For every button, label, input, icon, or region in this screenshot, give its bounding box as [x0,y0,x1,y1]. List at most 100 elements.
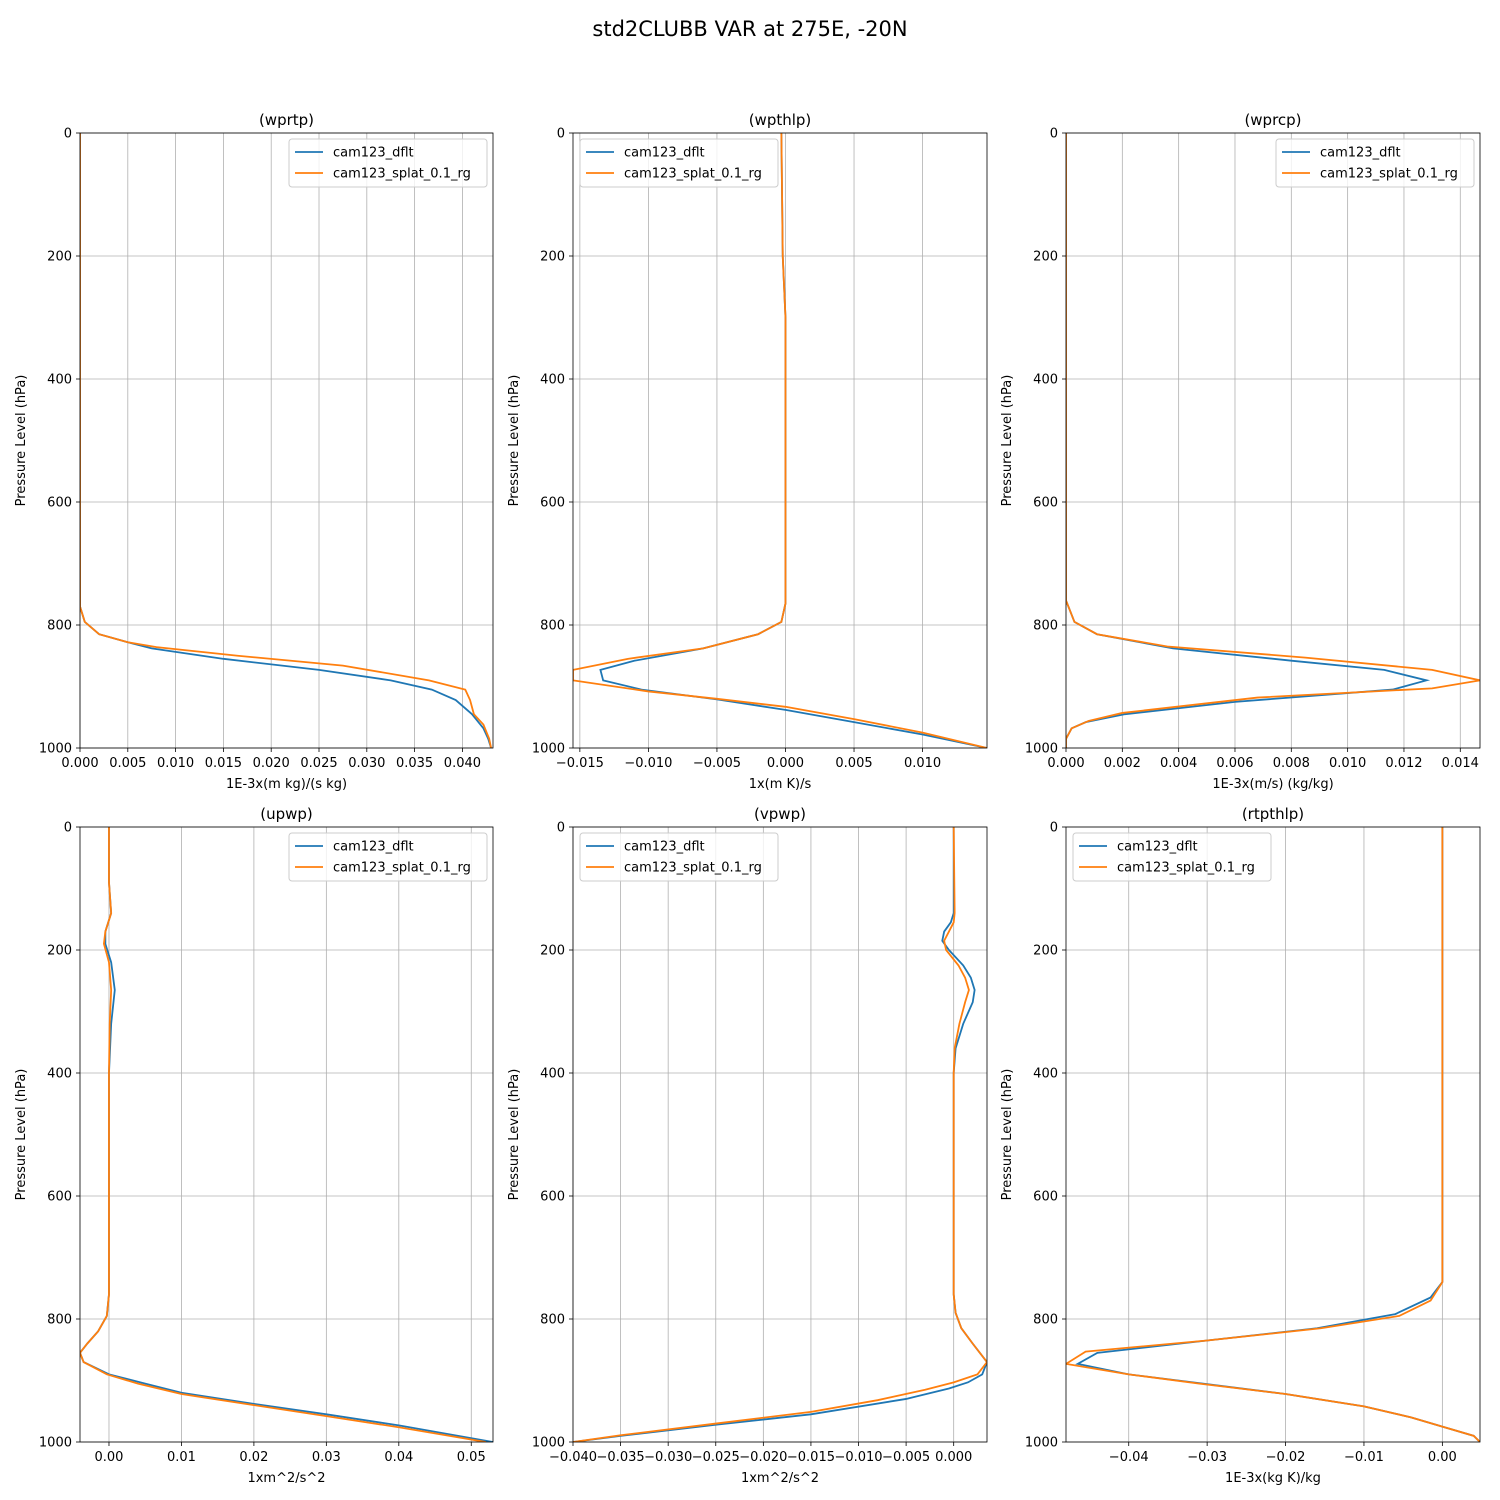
y-tick-label: 200 [1033,944,1058,959]
legend: cam123_dflt cam123_splat_0.1_rg [1072,832,1272,882]
y-axis-label: Pressure Level (hPa) [507,1069,522,1201]
legend-label: cam123_splat_0.1_rg [333,167,471,182]
plot-frame [1065,826,1481,1443]
x-tick-label: 0.004 [1160,756,1197,771]
legend-frame [288,138,488,188]
y-tick-label: 400 [1033,373,1058,388]
y-tick-label: 200 [47,250,72,265]
y-tick-label: 600 [1033,496,1058,511]
x-tick-label: −0.035 [597,1450,645,1465]
x-axis-label: 1xm^2/s^2 [247,1471,325,1486]
x-tick-label: −0.020 [739,1450,787,1465]
y-axis-label: Pressure Level (hPa) [1000,1069,1015,1201]
x-tick-label: 0.00 [1428,1450,1457,1465]
series-line-splat [1066,133,1480,748]
y-tick-label: 800 [47,1313,72,1328]
series-line-splat [80,827,486,1442]
y-axis-label: Pressure Level (hPa) [507,375,522,507]
y-tick-label: 200 [540,944,565,959]
legend: cam123_dflt cam123_splat_0.1_rg [1275,138,1475,188]
series-line-splat [573,133,987,748]
legend-frame [579,832,779,882]
subplot-5: −0.040 −0.035 −0.030 −0.025 −0.020 −0.015 −0.0… [507,805,988,1486]
y-tick-label: 1000 [39,1436,72,1451]
x-tick-label: −0.010 [834,1450,882,1465]
subplot-3: 0.000 0.002 0.004 0.006 0.008 0.010 0.012 0.014… [1000,111,1481,792]
x-tick-label: 0.010 [157,756,194,771]
x-tick-label: 0.006 [1216,756,1253,771]
x-tick-label: 0.02 [239,1450,268,1465]
legend-label: cam123_dflt [333,840,414,855]
y-tick-label: 1000 [532,742,565,757]
plot-frame [79,132,494,749]
legend-frame [579,138,779,188]
series-line-splat [573,827,987,1442]
y-axis-label: Pressure Level (hPa) [14,1069,29,1201]
legend-label: cam123_dflt [624,146,705,161]
x-axis-label: 1xm^2/s^2 [741,1471,819,1486]
x-tick-label: 0.000 [935,1450,972,1465]
x-tick-label: 0.005 [835,756,872,771]
grid [572,826,987,1443]
x-tick-label: 0.04 [384,1450,413,1465]
y-tick-label: 400 [1033,1067,1058,1082]
subplot-1: 0.000 0.005 0.010 0.015 0.020 0.025 0.030 0.035… [14,111,494,792]
y-tick-label: 800 [540,619,565,634]
y-tick-label: 600 [47,496,72,511]
legend: cam123_dflt cam123_splat_0.1_rg [579,138,779,188]
x-tick-label: 0.014 [1442,756,1479,771]
plot-frame [572,826,988,1443]
y-tick-label: 400 [47,1067,72,1082]
series-line-dflt [1066,133,1431,748]
x-tick-label: −0.01 [1344,1450,1384,1465]
x-tick-label: −0.040 [549,1450,597,1465]
series-line-dflt [1075,827,1480,1442]
x-tick-label: −0.005 [693,756,741,771]
x-tick-label: 0.015 [205,756,242,771]
subplot-grid: 0.000 0.005 0.010 0.015 0.020 0.025 0.030 0.035… [14,111,1481,1486]
legend-frame [1072,832,1272,882]
x-tick-label: 0.03 [312,1450,341,1465]
figure-suptitle: std2CLUBB VAR at 275E, -20N [592,17,907,41]
legend: cam123_dflt cam123_splat_0.1_rg [579,832,779,882]
y-tick-label: 600 [47,1190,72,1205]
x-tick-label: −0.04 [1109,1450,1149,1465]
y-tick-label: 800 [540,1313,565,1328]
legend-label: cam123_dflt [1117,840,1198,855]
x-axis-label: 1E-3x(kg K)/kg [1225,1471,1321,1486]
x-tick-label: 0.012 [1385,756,1422,771]
y-tick-label: 600 [1033,1190,1058,1205]
y-tick-label: 1000 [532,1436,565,1451]
legend-label: cam123_splat_0.1_rg [624,861,762,876]
x-tick-label: 0.05 [457,1450,486,1465]
y-tick-label: 0 [557,127,565,142]
series-line-dflt [80,827,493,1442]
x-axis-label: 1E-3x(m kg)/(s kg) [226,777,347,792]
legend: cam123_dflt cam123_splat_0.1_rg [288,138,488,188]
subplot-title: (upwp) [260,805,313,823]
x-tick-label: 0.030 [348,756,385,771]
y-tick-label: 200 [540,250,565,265]
legend-frame [1275,138,1475,188]
x-axis-label: 1x(m K)/s [749,777,812,792]
legend-frame [288,832,488,882]
series-line-splat [1066,827,1480,1442]
y-tick-label: 600 [540,496,565,511]
x-tick-label: 0.000 [1047,756,1084,771]
x-tick-label: −0.015 [787,1450,835,1465]
x-tick-label: 0.035 [396,756,433,771]
subplot-2: −0.015 −0.010 −0.005 0.000 0.005 0.010 0 200 400… [507,111,988,792]
legend-label: cam123_splat_0.1_rg [333,861,471,876]
y-tick-label: 400 [540,373,565,388]
y-tick-label: 200 [47,944,72,959]
y-axis-label: Pressure Level (hPa) [1000,375,1015,507]
plot-frame [79,826,494,1443]
x-axis-label: 1E-3x(m/s) (kg/kg) [1212,777,1333,792]
y-tick-label: 0 [64,821,72,836]
subplot-title: (wprcp) [1244,111,1301,129]
x-tick-label: 0.000 [61,756,98,771]
subplot-6: −0.04 −0.03 −0.02 −0.01 0.00 0 200 400 600 800 100… [1000,805,1481,1486]
legend-label: cam123_dflt [333,146,414,161]
y-tick-label: 600 [540,1190,565,1205]
